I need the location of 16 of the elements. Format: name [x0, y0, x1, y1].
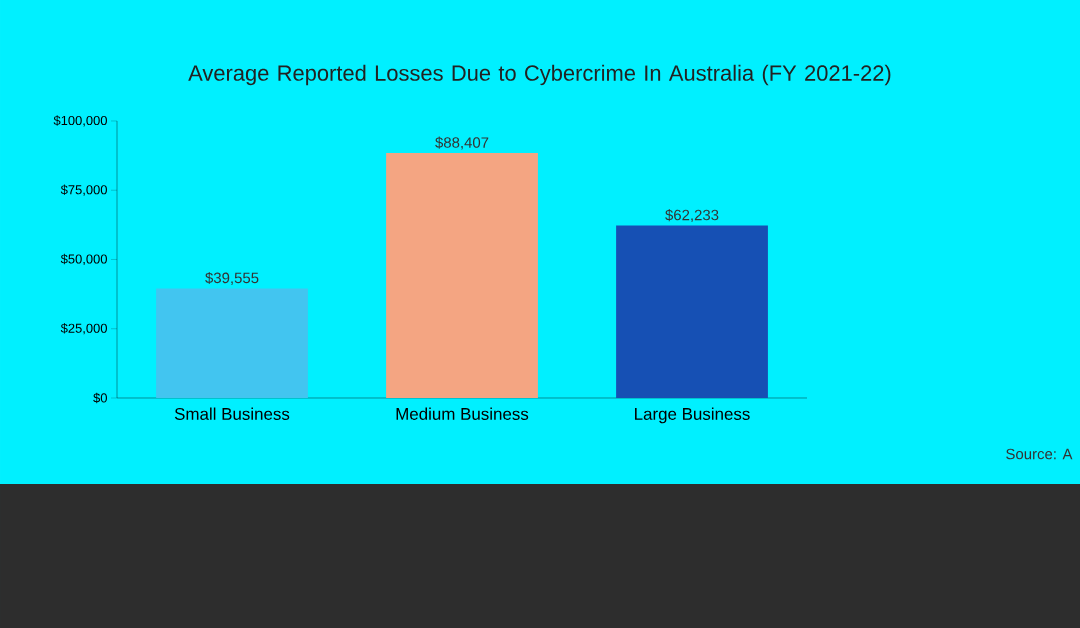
bar — [616, 225, 768, 398]
x-tick-label: Large Business — [635, 407, 750, 424]
source-note: Source: A — [1006, 448, 1073, 460]
bar — [156, 288, 308, 398]
data-label: $39,555 — [205, 271, 259, 285]
data-label: $62,233 — [665, 209, 719, 223]
y-tick-label: $50,000 — [60, 253, 107, 266]
chart-title: Average Reported Losses Due to Cybercrime In Australia (FY 2021-22) — [188, 64, 891, 86]
x-tick-label: Small Business — [174, 407, 290, 420]
x-tick-label: Medium Business — [396, 407, 529, 420]
data-label: $88,407 — [435, 136, 489, 150]
bar — [386, 153, 538, 398]
y-tick-label: $75,000 — [60, 184, 107, 196]
y-tick-label: $100,000 — [53, 115, 107, 127]
y-tick-label: $25,000 — [60, 323, 107, 335]
y-tick-label: $0 — [93, 392, 107, 404]
